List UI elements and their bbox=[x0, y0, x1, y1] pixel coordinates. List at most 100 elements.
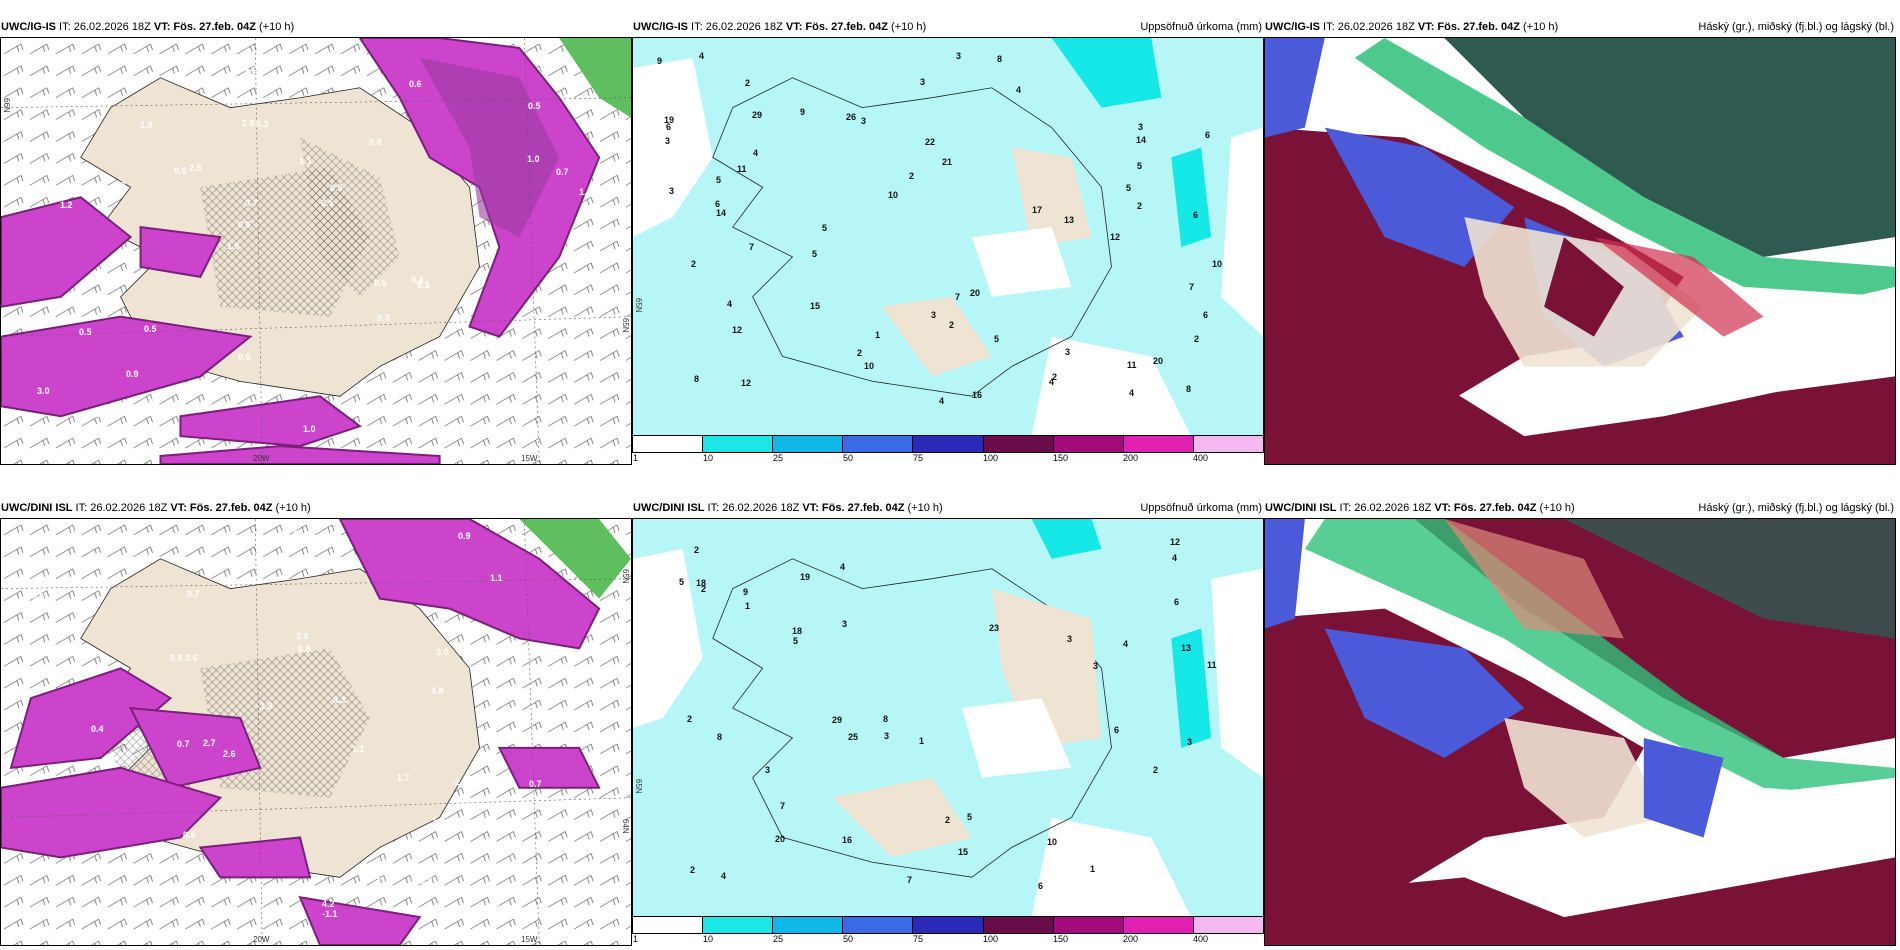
init-time: IT: 26.02.2026 18Z bbox=[56, 21, 154, 33]
colorbar-segment bbox=[773, 436, 844, 452]
map-graphic bbox=[633, 519, 1263, 917]
axis-label-lat: 65N bbox=[621, 569, 630, 584]
panel-subtitle: Uppsöfnuð úrkoma (mm) bbox=[1140, 21, 1262, 33]
colorbar-segment bbox=[1053, 917, 1124, 933]
lead-time: (+10 h) bbox=[1519, 21, 1559, 33]
axis-label-lon: 20W bbox=[253, 935, 270, 944]
colorbar-segment bbox=[1123, 917, 1194, 933]
map-cloud-cover bbox=[1264, 37, 1896, 465]
panel-bottom-left: UWC/DINI ISL IT: 26.02.2026 18Z VT: Fös.… bbox=[0, 498, 632, 946]
colorbar-segment bbox=[983, 436, 1054, 452]
colorbar-tick: 100 bbox=[983, 453, 999, 463]
colorbar-segment bbox=[913, 917, 984, 933]
colorbar-tick: 75 bbox=[913, 934, 924, 944]
colorbar-tick: 200 bbox=[1123, 453, 1139, 463]
map-accumulated-precip: 65N 6 5 2 17 11 16 20 29 12 14 5 7 4 3 5 4 5 2 3 4 2 7 6 8 3 6 12 1… bbox=[632, 37, 1264, 437]
axis-label-lat: 64N bbox=[621, 819, 630, 834]
colorbar-segment bbox=[1193, 436, 1263, 452]
axis-label-lat: 65N bbox=[634, 779, 643, 794]
map-precip-wind: 20W 15W 65N 66N 0.5 1.2 0.5 1.5 0.8 1.9 2.5 1.1… bbox=[0, 37, 632, 465]
map-graphic bbox=[1265, 519, 1895, 945]
model-name: UWC/IG-IS bbox=[1, 21, 56, 33]
colorbar-tick: 1 bbox=[633, 453, 639, 463]
colorbar-tick: 200 bbox=[1123, 934, 1139, 944]
panel-top-left: UWC/IG-IS IT: 26.02.2026 18Z VT: Fös. 27… bbox=[0, 17, 632, 465]
panel-subtitle: Uppsöfnuð úrkoma (mm) bbox=[1140, 502, 1262, 514]
panel-header: UWC/IG-IS IT: 26.02.2026 18Z VT: Fös. 27… bbox=[1264, 17, 1896, 37]
model-name: UWC/IG-IS bbox=[1265, 21, 1320, 33]
colorbar bbox=[632, 435, 1264, 453]
model-name: UWC/IG-IS bbox=[633, 21, 688, 33]
colorbar-segment bbox=[633, 917, 704, 933]
map-graphic bbox=[1, 38, 631, 464]
colorbar-ticks: 1 10 25 50 75 100 150 200 400 bbox=[632, 934, 1264, 946]
axis-label-lon: 20W bbox=[253, 454, 270, 463]
colorbar-segment bbox=[703, 917, 774, 933]
axis-label-lat: 65N bbox=[634, 298, 643, 313]
colorbar-tick: 150 bbox=[1053, 453, 1069, 463]
model-name: UWC/DINI ISL bbox=[1265, 502, 1337, 514]
map-graphic bbox=[1265, 38, 1895, 464]
valid-time: VT: Fös. 27.feb. 04Z bbox=[170, 502, 273, 514]
map-precip-wind: 20W 15W 65N 64N 0.3 0.8 0.9 0.6 0.7 0.4 0.7 4.2… bbox=[0, 518, 632, 946]
model-name: UWC/DINI ISL bbox=[1, 502, 73, 514]
colorbar-segment bbox=[773, 917, 844, 933]
init-time: IT: 26.02.2026 18Z bbox=[688, 21, 786, 33]
colorbar-tick: 150 bbox=[1053, 934, 1069, 944]
colorbar-segment bbox=[983, 917, 1054, 933]
init-time: IT: 26.02.2026 18Z bbox=[1336, 502, 1435, 514]
colorbar-ticks: 1 10 25 50 75 100 150 200 400 bbox=[632, 453, 1264, 465]
map-graphic bbox=[1, 519, 631, 945]
panel-subtitle: Háský (gr.), miðský (fj.bl.) og lágský (… bbox=[1698, 502, 1894, 514]
colorbar-tick: 25 bbox=[773, 934, 784, 944]
panel-top-middle: UWC/IG-IS IT: 26.02.2026 18Z VT: Fös. 27… bbox=[632, 17, 1264, 465]
model-name: UWC/DINI ISL bbox=[633, 502, 705, 514]
map-accumulated-precip: 65N 1 4 3 23 2 12 18 20 29 15 25 19 16 18 2 3 5 4 7 6 10 11 2 1… bbox=[632, 518, 1264, 918]
colorbar-tick: 10 bbox=[703, 934, 714, 944]
colorbar-tick: 400 bbox=[1193, 934, 1209, 944]
colorbar-tick: 50 bbox=[843, 453, 854, 463]
colorbar-tick: 75 bbox=[913, 453, 924, 463]
panel-bottom-right: UWC/DINI ISL IT: 26.02.2026 18Z VT: Fös.… bbox=[1264, 498, 1896, 946]
colorbar-tick: 50 bbox=[843, 934, 854, 944]
lead-time: (+10 h) bbox=[272, 502, 311, 514]
panel-subtitle: Háský (gr.), miðský (fj.bl.) og lágský (… bbox=[1698, 21, 1894, 33]
colorbar bbox=[632, 916, 1264, 934]
colorbar-tick: 25 bbox=[773, 453, 784, 463]
map-cloud-cover bbox=[1264, 518, 1896, 946]
valid-time: VT: Fös. 27.feb. 04Z bbox=[785, 21, 888, 33]
valid-time: VT: Fös. 27.feb. 04Z bbox=[802, 502, 905, 514]
panel-top-right: UWC/IG-IS IT: 26.02.2026 18Z VT: Fös. 27… bbox=[1264, 17, 1896, 465]
valid-time: VT: Fös. 27.feb. 04Z bbox=[153, 21, 256, 33]
panel-header: UWC/DINI ISL IT: 26.02.2026 18Z VT: Fös.… bbox=[1264, 498, 1896, 518]
lead-time: (+10 h) bbox=[1536, 502, 1575, 514]
init-time: IT: 26.02.2026 18Z bbox=[72, 502, 171, 514]
panel-header: UWC/DINI ISL IT: 26.02.2026 18Z VT: Fös.… bbox=[0, 498, 632, 518]
panel-header: UWC/DINI ISL IT: 26.02.2026 18Z VT: Fös.… bbox=[632, 498, 1264, 518]
colorbar-segment bbox=[843, 917, 914, 933]
colorbar-segment bbox=[913, 436, 984, 452]
init-time: IT: 26.02.2026 18Z bbox=[704, 502, 803, 514]
axis-label-lat: 65N bbox=[621, 318, 630, 333]
lead-time: (+10 h) bbox=[904, 502, 943, 514]
colorbar-segment bbox=[703, 436, 774, 452]
colorbar-segment bbox=[1053, 436, 1124, 452]
init-time: IT: 26.02.2026 18Z bbox=[1320, 21, 1418, 33]
panel-header: UWC/IG-IS IT: 26.02.2026 18Z VT: Fös. 27… bbox=[0, 17, 632, 37]
colorbar-segment bbox=[1193, 917, 1263, 933]
axis-label-lon: 15W bbox=[521, 454, 538, 463]
colorbar-segment bbox=[1123, 436, 1194, 452]
panel-bottom-middle: UWC/DINI ISL IT: 26.02.2026 18Z VT: Fös.… bbox=[632, 498, 1264, 946]
colorbar-tick: 400 bbox=[1193, 453, 1209, 463]
map-graphic bbox=[633, 38, 1263, 436]
colorbar-segment bbox=[843, 436, 914, 452]
colorbar-tick: 100 bbox=[983, 934, 999, 944]
panel-header: UWC/IG-IS IT: 26.02.2026 18Z VT: Fös. 27… bbox=[632, 17, 1264, 37]
colorbar-tick: 1 bbox=[633, 934, 639, 944]
axis-label-lon: 15W bbox=[521, 935, 538, 944]
valid-time: VT: Fös. 27.feb. 04Z bbox=[1434, 502, 1537, 514]
colorbar-segment bbox=[633, 436, 704, 452]
lead-time: (+10 h) bbox=[887, 21, 927, 33]
lead-time: (+10 h) bbox=[255, 21, 295, 33]
valid-time: VT: Fös. 27.feb. 04Z bbox=[1417, 21, 1520, 33]
